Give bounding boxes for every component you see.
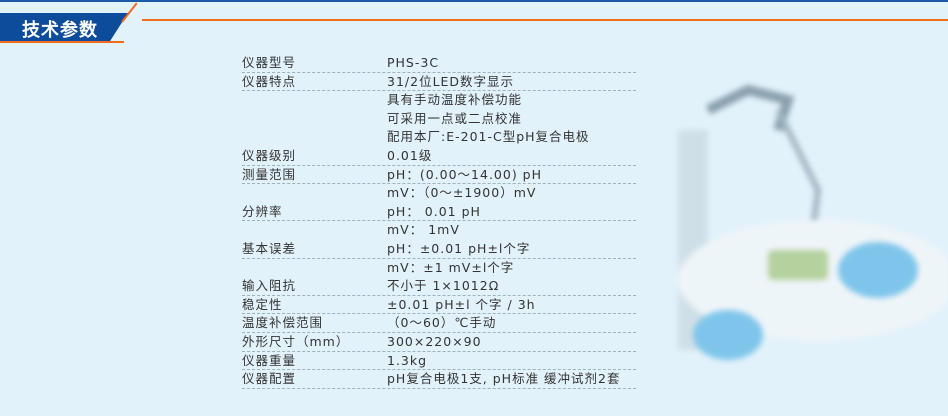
spec-row: 仪器级别 0.01级 bbox=[242, 147, 636, 166]
spec-value: mV： 1mV bbox=[387, 222, 460, 238]
spec-label: 仪器配置 bbox=[242, 371, 297, 387]
spec-label: 仪器型号 bbox=[242, 55, 297, 70]
spec-row: 可采用一点或二点校准 bbox=[242, 110, 636, 129]
spec-value: pH复合电极1支, pH标准 缓冲试剂2套 bbox=[387, 371, 621, 387]
spec-value: 具有手动温度补偿功能 bbox=[387, 92, 523, 108]
spec-row: 具有手动温度补偿功能 bbox=[242, 91, 636, 110]
spec-label: 仪器重量 bbox=[242, 352, 297, 368]
spec-label bbox=[242, 259, 387, 278]
spec-row: 分辨率 pH： 0.01 pH bbox=[242, 203, 636, 222]
spec-label bbox=[242, 91, 387, 110]
spec-row: mV：±1 mV±l个字 bbox=[242, 259, 636, 278]
spec-row: 仪器特点 31/2位LED数字显示 bbox=[242, 73, 636, 92]
product-image bbox=[678, 84, 948, 360]
spec-value: 31/2位LED数字显示 bbox=[387, 73, 515, 89]
spec-value: 0.01级 bbox=[387, 147, 433, 163]
spec-value: （0～60）℃手动 bbox=[387, 315, 497, 331]
spec-row: 基本误差 pH：±0.01 pH±l个字 bbox=[242, 240, 636, 259]
spec-value: PHS-3C bbox=[387, 55, 440, 70]
spec-label: 温度补偿范围 bbox=[242, 315, 324, 331]
spec-label: 仪器特点 bbox=[242, 73, 297, 89]
spec-label bbox=[242, 110, 387, 129]
spec-row: mV： 1mV bbox=[242, 221, 636, 240]
spec-value: ±0.01 pH±l 个字 / 3h bbox=[387, 296, 536, 312]
spec-label bbox=[242, 221, 387, 240]
spec-label bbox=[242, 184, 387, 203]
spec-label: 外形尺寸（mm） bbox=[242, 333, 350, 349]
spec-row: 仪器配置 pH复合电极1支, pH标准 缓冲试剂2套 bbox=[242, 370, 636, 389]
divider bbox=[0, 41, 124, 43]
spec-row: 外形尺寸（mm） 300×220×90 bbox=[242, 333, 636, 352]
spec-value: 1.3kg bbox=[387, 352, 428, 368]
spec-value: 300×220×90 bbox=[387, 333, 482, 349]
spec-value: pH：(0.00～14.00) pH bbox=[387, 166, 543, 182]
spec-value: 不小于 1×1012Ω bbox=[387, 278, 500, 294]
spec-label: 测量范围 bbox=[242, 166, 297, 182]
spec-row: 仪器型号 PHS-3C bbox=[242, 54, 636, 73]
spec-label: 稳定性 bbox=[242, 296, 283, 312]
spec-table: 仪器型号 PHS-3C 仪器特点 31/2位LED数字显示 具有手动温度补偿功能 可采用一… bbox=[242, 54, 636, 389]
spec-row: 温度补偿范围 （0～60）℃手动 bbox=[242, 314, 636, 333]
spec-value: 配用本厂:E-201-C型pH复合电极 bbox=[387, 129, 590, 145]
spec-row: 输入阻抗 不小于 1×1012Ω bbox=[242, 277, 636, 296]
section-banner: 技术参数 bbox=[0, 13, 128, 41]
spec-label: 输入阻抗 bbox=[242, 278, 297, 294]
spec-label: 仪器级别 bbox=[242, 147, 297, 163]
spec-value: mV：（0～±1900）mV bbox=[387, 185, 537, 201]
spec-row: mV：（0～±1900）mV bbox=[242, 184, 636, 203]
spec-value: pH： 0.01 pH bbox=[387, 203, 481, 219]
section-title: 技术参数 bbox=[22, 20, 98, 41]
spec-value: pH：±0.01 pH±l个字 bbox=[387, 240, 531, 256]
spec-label: 分辨率 bbox=[242, 203, 283, 219]
spec-value: mV：±1 mV±l个字 bbox=[387, 259, 515, 275]
divider bbox=[142, 19, 948, 21]
spec-row: 测量范围 pH：(0.00～14.00) pH bbox=[242, 166, 636, 185]
spec-row: 稳定性 ±0.01 pH±l 个字 / 3h bbox=[242, 296, 636, 315]
spec-row: 仪器重量 1.3kg bbox=[242, 352, 636, 371]
spec-label: 基本误差 bbox=[242, 240, 297, 256]
top-border bbox=[0, 0, 948, 2]
spec-label bbox=[242, 128, 387, 147]
spec-row: 配用本厂:E-201-C型pH复合电极 bbox=[242, 128, 636, 147]
spec-value: 可采用一点或二点校准 bbox=[387, 110, 523, 126]
divider bbox=[121, 2, 138, 23]
